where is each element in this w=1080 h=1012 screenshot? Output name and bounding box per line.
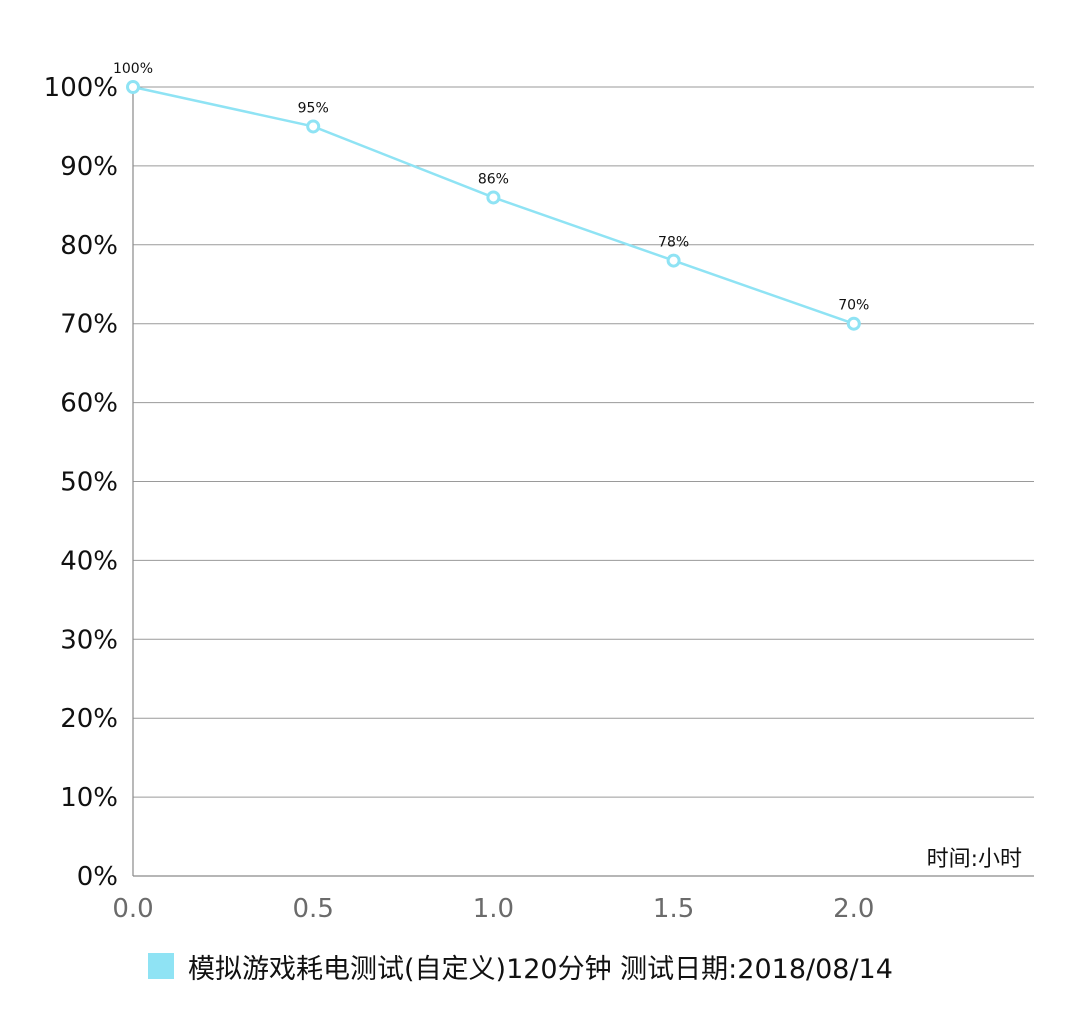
data-label: 78% bbox=[658, 235, 689, 251]
data-label: 100% bbox=[113, 61, 153, 77]
data-point bbox=[126, 80, 140, 94]
legend-text: 模拟游戏耗电测试(自定义)120分钟 测试日期:2018/08/14 bbox=[188, 953, 893, 985]
y-tick-label: 40% bbox=[60, 546, 118, 576]
x-axis-unit-label: 时间:小时 bbox=[927, 847, 1022, 872]
y-tick-label: 100% bbox=[44, 73, 118, 103]
series-line bbox=[132, 85, 855, 325]
y-tick-label: 90% bbox=[60, 152, 118, 182]
y-tick-label: 0% bbox=[77, 862, 118, 892]
data-point bbox=[306, 119, 321, 134]
data-point bbox=[666, 253, 681, 268]
data-point bbox=[846, 316, 861, 331]
y-axis-tick-labels: 0% 10% 20% 30% 40% 50% 60% 70% 80% 90% 100% bbox=[44, 73, 118, 892]
x-tick-label: 1.0 bbox=[473, 894, 514, 924]
data-labels: 100% 95% 86% 78% 70% bbox=[113, 61, 869, 314]
data-label: 70% bbox=[838, 298, 869, 314]
y-tick-label: 30% bbox=[60, 625, 118, 655]
data-point bbox=[486, 190, 501, 205]
x-tick-label: 0.0 bbox=[112, 894, 153, 924]
y-tick-label: 50% bbox=[60, 468, 118, 498]
x-tick-label: 0.5 bbox=[293, 894, 334, 924]
legend-swatch bbox=[148, 953, 174, 979]
legend: 模拟游戏耗电测试(自定义)120分钟 测试日期:2018/08/14 bbox=[148, 948, 893, 985]
gridlines bbox=[133, 86, 1034, 798]
axes bbox=[132, 87, 1034, 877]
data-label: 95% bbox=[298, 100, 329, 116]
data-label: 86% bbox=[478, 171, 509, 187]
x-axis-tick-labels: 0.0 0.5 1.0 1.5 2.0 bbox=[112, 894, 874, 924]
series-line bbox=[126, 80, 861, 331]
y-tick-label: 60% bbox=[60, 389, 118, 419]
y-tick-label: 70% bbox=[60, 310, 118, 340]
x-tick-label: 1.5 bbox=[653, 894, 694, 924]
y-tick-label: 10% bbox=[60, 783, 118, 813]
y-tick-label: 80% bbox=[60, 231, 118, 261]
y-tick-label: 20% bbox=[60, 704, 118, 734]
x-tick-label: 2.0 bbox=[833, 894, 874, 924]
